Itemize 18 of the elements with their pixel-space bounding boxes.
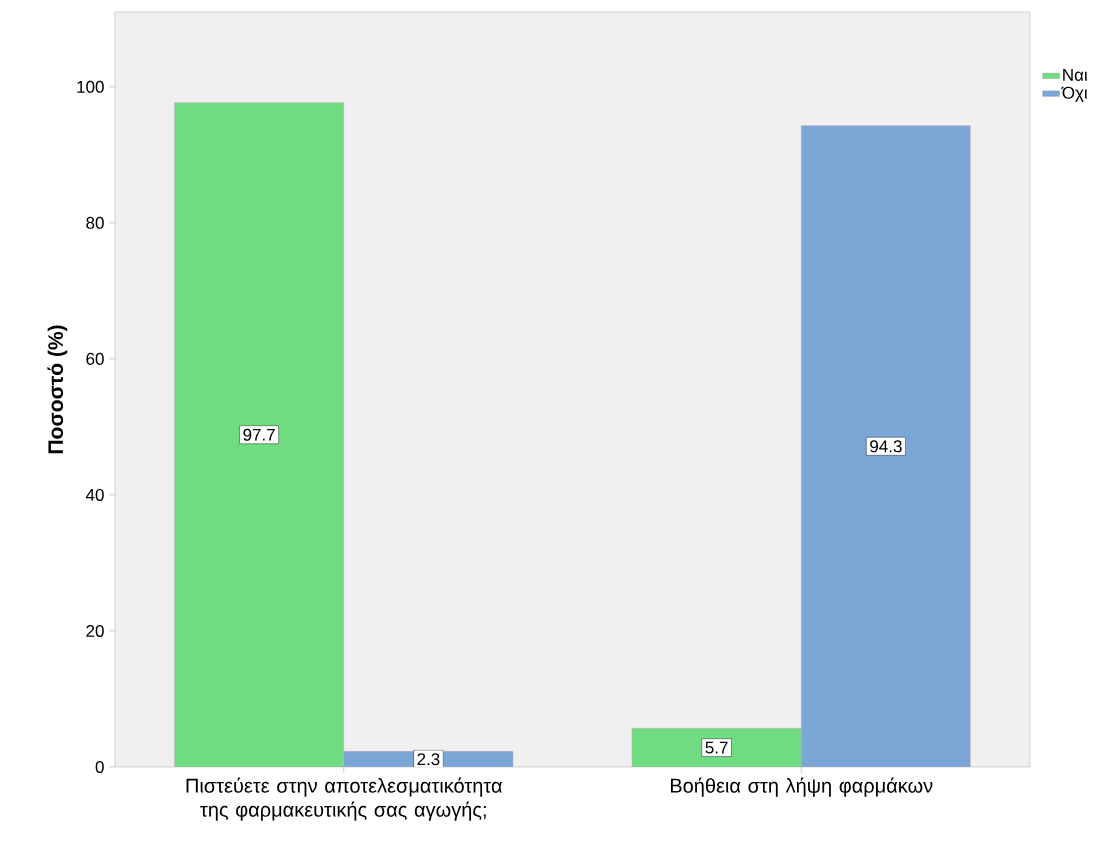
x-tick-label: Βοήθεια στη λήψη φαρμάκων — [670, 777, 933, 797]
y-tick-label: 80 — [86, 216, 104, 229]
y-tick-label: 40 — [85, 488, 104, 501]
bar — [631, 728, 802, 767]
y-axis-title: Ποσοστό (%) — [47, 325, 68, 454]
x-tick-label: Πιστεύετε στην αποτελεσματικότητα της φαρμακευτικής σας αγωγής; — [186, 777, 502, 821]
data-label: 94.3 — [870, 440, 902, 453]
data-label: 2.3 — [417, 753, 440, 766]
legend-label: Όχι — [1061, 86, 1088, 103]
y-tick-label: 20 — [86, 624, 104, 637]
y-tick-label: 60 — [86, 352, 104, 365]
bar — [801, 125, 971, 767]
bar — [174, 102, 344, 767]
y-tick-label: 100 — [77, 80, 104, 93]
legend-label: Ναι — [1063, 69, 1088, 81]
data-label: 5.7 — [705, 741, 728, 754]
data-label: 97.7 — [243, 428, 275, 441]
y-tick-label: 0 — [95, 760, 104, 774]
